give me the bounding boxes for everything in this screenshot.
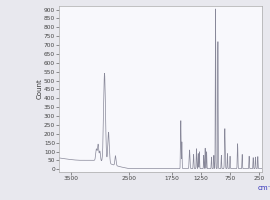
X-axis label: cm⁻¹: cm⁻¹: [257, 185, 270, 191]
Y-axis label: Count: Count: [37, 79, 43, 99]
